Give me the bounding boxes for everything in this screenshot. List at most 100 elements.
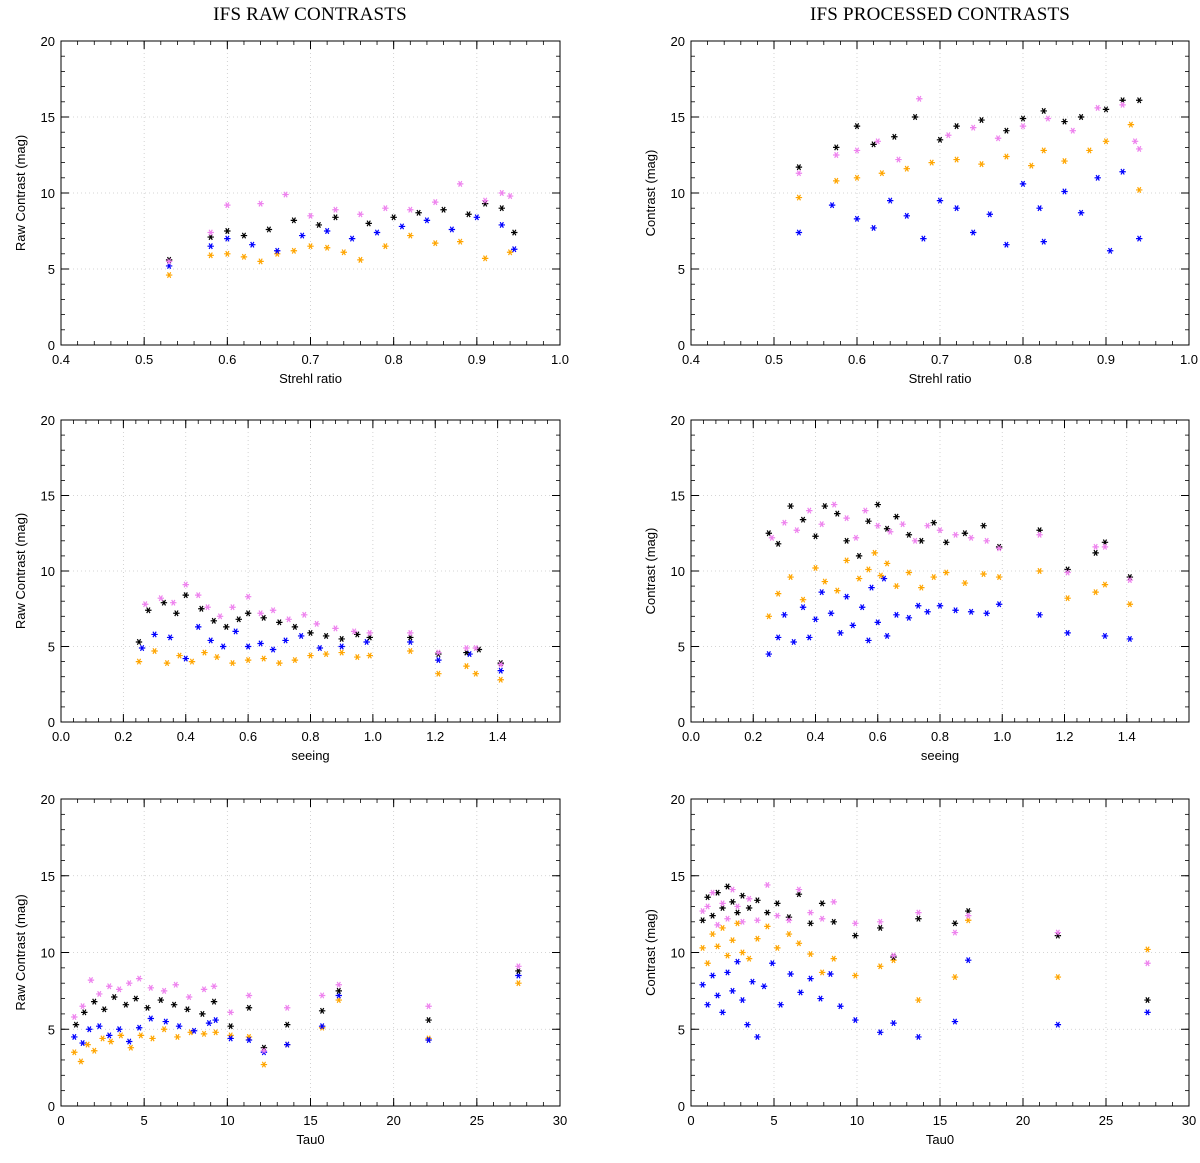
- data-point: [366, 629, 373, 636]
- data-point: [852, 534, 860, 541]
- x-tick-label: 25: [1099, 1113, 1113, 1128]
- data-point: [936, 602, 944, 609]
- data-point: [734, 958, 741, 965]
- data-point: [855, 552, 863, 559]
- data-point: [719, 924, 726, 932]
- data-point: [240, 253, 248, 260]
- data-point: [200, 986, 208, 993]
- data-point: [837, 629, 844, 636]
- data-point: [515, 967, 522, 974]
- data-point: [699, 944, 706, 951]
- data-point: [132, 995, 140, 1002]
- data-point: [745, 955, 753, 962]
- data-point: [457, 238, 464, 245]
- data-point: [874, 138, 881, 145]
- x-tick-label: 0.9: [1097, 352, 1115, 367]
- data-point: [754, 935, 761, 942]
- data-point: [1064, 569, 1071, 576]
- data-point: [865, 518, 872, 525]
- data-point: [107, 1038, 115, 1045]
- data-point: [465, 211, 472, 218]
- data-point: [1136, 97, 1143, 104]
- data-point: [307, 652, 314, 659]
- data-point: [170, 599, 177, 606]
- series-1: [165, 232, 514, 279]
- data-point: [1077, 113, 1085, 121]
- data-point: [282, 637, 289, 644]
- data-point: [71, 1049, 78, 1056]
- data-point: [936, 197, 944, 204]
- data-point: [833, 151, 840, 159]
- data-point: [1126, 635, 1134, 643]
- data-point: [1003, 153, 1010, 160]
- data-point: [1019, 180, 1027, 187]
- data-point: [425, 1016, 432, 1024]
- data-point: [911, 113, 919, 121]
- chart-panel-2: 0.4 0.5 0.6 0.7 0.8 0.9 1.0 0 5 10 15 20 Strehl rati…: [643, 34, 1198, 386]
- data-point: [995, 573, 1003, 581]
- x-tick-label: 0: [687, 1113, 694, 1128]
- data-point: [719, 900, 726, 907]
- data-point: [227, 1035, 234, 1042]
- data-point: [719, 1009, 726, 1016]
- y-tick-label: 0: [48, 1099, 55, 1114]
- data-point: [207, 234, 214, 241]
- x-tick-label: 1.0: [1180, 352, 1198, 367]
- data-point: [699, 907, 706, 915]
- data-point: [1036, 567, 1043, 575]
- data-point: [297, 632, 305, 640]
- data-point: [224, 202, 231, 209]
- data-point: [852, 1016, 859, 1024]
- data-point: [260, 1047, 268, 1054]
- data-point: [890, 1020, 897, 1027]
- data-point: [84, 1041, 91, 1048]
- data-point: [953, 123, 960, 130]
- data-point: [754, 897, 761, 904]
- data-point: [72, 1021, 80, 1028]
- data-point: [734, 909, 741, 916]
- x-tick-label: 0.4: [806, 729, 824, 744]
- data-point: [893, 513, 900, 520]
- data-point: [472, 644, 479, 652]
- data-point: [704, 960, 711, 967]
- series-4: [768, 501, 1134, 584]
- chart-panel-4: 0.0 0.2 0.4 0.6 0.8 1.0 1.2 1.4 0 5 10 15 20 seeing Co…: [643, 413, 1190, 763]
- data-point: [307, 243, 314, 250]
- x-tick-label: 0.6: [239, 729, 257, 744]
- data-point: [173, 610, 180, 617]
- data-point: [106, 1032, 113, 1039]
- data-point: [806, 507, 813, 514]
- data-point: [1061, 118, 1068, 125]
- data-point: [785, 931, 793, 938]
- series-3: [165, 200, 518, 263]
- data-point: [117, 1032, 125, 1039]
- data-point: [833, 177, 840, 184]
- data-point: [348, 235, 356, 242]
- data-point: [709, 972, 716, 979]
- data-point: [1003, 127, 1010, 134]
- data-point: [870, 224, 877, 232]
- data-point: [853, 174, 861, 181]
- data-point: [151, 647, 158, 655]
- y-tick-label: 20: [671, 792, 685, 807]
- data-point: [212, 1029, 219, 1036]
- data-point: [257, 610, 264, 617]
- series-2: [795, 121, 1143, 201]
- y-tick-label: 0: [48, 715, 55, 730]
- x-tick-label: 10: [220, 1113, 234, 1128]
- data-point: [332, 206, 339, 213]
- data-point: [363, 638, 370, 646]
- data-point: [1054, 1021, 1062, 1028]
- chart-panel-3: 0.0 0.2 0.4 0.6 0.8 1.0 1.2 1.4 0 5 10 15 20 seeing Ra…: [13, 413, 561, 763]
- data-point: [407, 232, 414, 239]
- x-tick-label: 10: [850, 1113, 864, 1128]
- data-point: [301, 611, 308, 618]
- data-point: [257, 200, 264, 207]
- data-point: [818, 915, 826, 922]
- y-tick-label: 15: [671, 869, 685, 884]
- data-point: [951, 973, 959, 981]
- data-point: [315, 221, 323, 228]
- data-point: [883, 632, 891, 640]
- data-point: [473, 214, 481, 221]
- data-point: [1094, 104, 1101, 111]
